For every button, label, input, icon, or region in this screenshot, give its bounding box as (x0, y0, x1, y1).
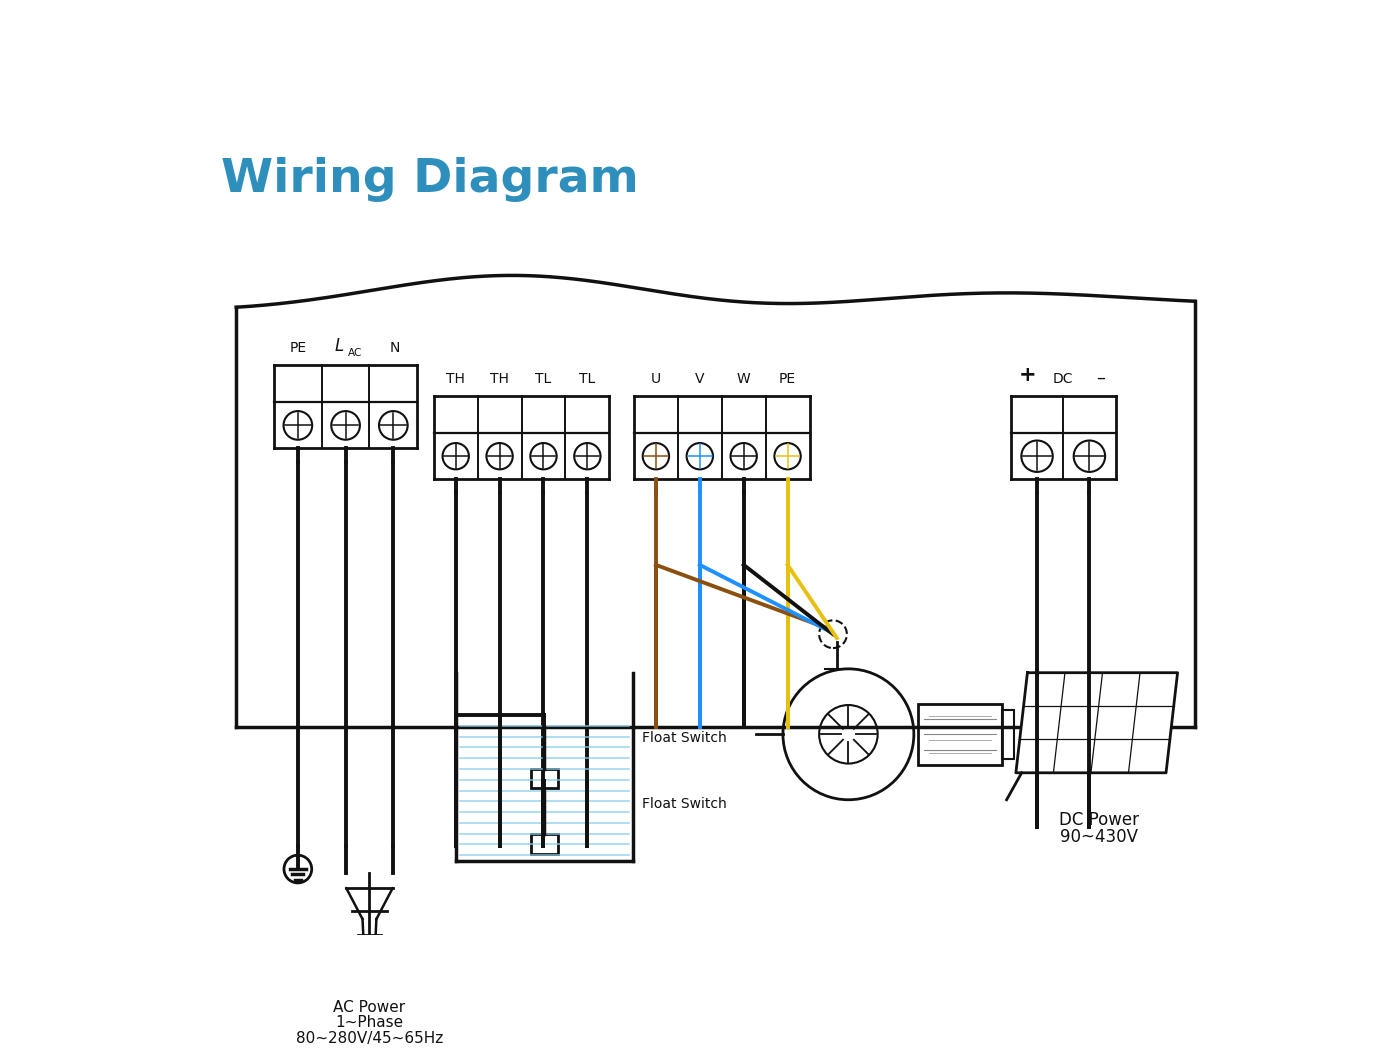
Bar (531, 769, 557, 789)
Text: W: W (736, 373, 750, 386)
Text: 80~280V/45~65Hz: 80~280V/45~65Hz (295, 1031, 442, 1046)
Text: V: V (694, 373, 704, 386)
Text: PE: PE (290, 341, 307, 356)
Text: AC: AC (347, 348, 363, 358)
Polygon shape (1016, 673, 1177, 773)
Text: 1~Phase: 1~Phase (336, 1015, 403, 1030)
Bar (1002, 710, 1014, 759)
Bar (531, 835, 557, 854)
Text: DC: DC (1053, 373, 1074, 386)
Text: N: N (389, 341, 400, 356)
Text: PE: PE (778, 373, 797, 386)
Text: AC Power: AC Power (333, 1000, 406, 1015)
Text: –: – (1096, 369, 1105, 386)
Text: +: + (1019, 364, 1036, 384)
Text: TH: TH (447, 373, 465, 386)
Text: Wiring Diagram: Wiring Diagram (221, 156, 638, 202)
Bar (918, 704, 1002, 765)
Text: TL: TL (580, 373, 595, 386)
Text: TL: TL (535, 373, 552, 386)
Text: Float Switch: Float Switch (643, 797, 727, 811)
Text: Float Switch: Float Switch (643, 731, 727, 746)
Text: U: U (651, 373, 661, 386)
Text: DC Power: DC Power (1058, 812, 1138, 830)
Text: TH: TH (490, 373, 510, 386)
Text: L: L (335, 337, 344, 356)
Text: 90~430V: 90~430V (1060, 828, 1138, 846)
